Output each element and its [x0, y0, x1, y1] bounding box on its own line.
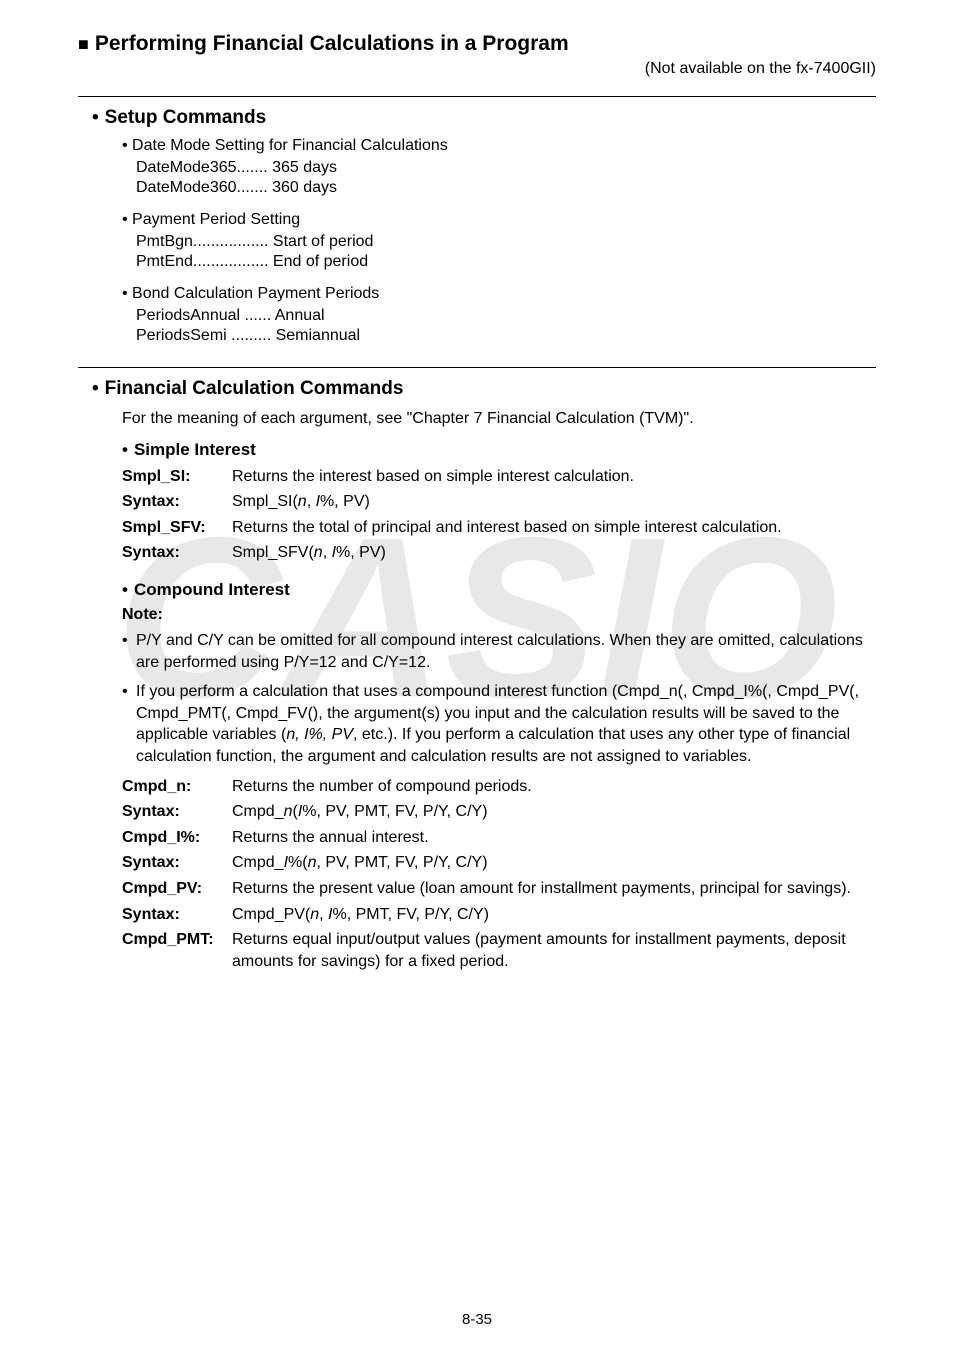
bond-calc-item: PeriodsAnnual ...... Annual — [136, 307, 876, 325]
simple-interest-heading: • Simple Interest — [122, 440, 876, 460]
date-mode-item: DateMode360....... 360 days — [136, 179, 876, 197]
note-bullet: • If you perform a calculation that uses… — [122, 681, 876, 767]
compound-interest-heading: • Compound Interest — [122, 580, 876, 600]
def-row: Cmpd_PMT: Returns equal input/output val… — [122, 929, 876, 972]
setup-commands-heading: • Setup Commands — [92, 107, 876, 129]
def-body: Cmpd_PV(n, I%, PMT, FV, P/Y, C/Y) — [232, 904, 876, 926]
date-mode-item: DateMode365....... 365 days — [136, 159, 876, 177]
def-body: Returns the interest based on simple int… — [232, 466, 876, 488]
fincalc-heading: • Financial Calculation Commands — [92, 378, 876, 400]
def-body: Returns the annual interest. — [232, 827, 876, 849]
def-row: Syntax: Cmpd_PV(n, I%, PMT, FV, P/Y, C/Y… — [122, 904, 876, 926]
def-label: Syntax: — [122, 542, 232, 564]
def-row: Syntax: Cmpd_n(I%, PV, PMT, FV, P/Y, C/Y… — [122, 801, 876, 823]
def-body: Returns equal input/output values (payme… — [232, 929, 876, 972]
def-row: Syntax: Smpl_SFV(n, I%, PV) — [122, 542, 876, 564]
def-body: Returns the number of compound periods. — [232, 776, 876, 798]
note-bullet: • P/Y and C/Y can be omitted for all com… — [122, 630, 876, 673]
def-label: Cmpd_PMT: — [122, 929, 232, 972]
section-heading: ■ Performing Financial Calculations in a… — [78, 32, 876, 56]
def-label: Smpl_SI: — [122, 466, 232, 488]
note-body: P/Y and C/Y can be omitted for all compo… — [136, 630, 876, 673]
def-row: Cmpd_I%: Returns the annual interest. — [122, 827, 876, 849]
fincalc-title: Financial Calculation Commands — [105, 378, 404, 400]
note-label: Note: — [122, 606, 876, 624]
def-label: Syntax: — [122, 801, 232, 823]
def-row: Cmpd_n: Returns the number of compound p… — [122, 776, 876, 798]
compound-interest-title: Compound Interest — [134, 580, 290, 600]
def-row: Cmpd_PV: Returns the present value (loan… — [122, 878, 876, 900]
def-body: Returns the present value (loan amount f… — [232, 878, 876, 900]
bond-calc-item: PeriodsSemi ......... Semiannual — [136, 327, 876, 345]
def-row: Smpl_SI: Returns the interest based on s… — [122, 466, 876, 488]
availability-note: (Not available on the fx-7400GII) — [78, 60, 876, 78]
section-title: Performing Financial Calculations in a P… — [95, 32, 569, 56]
def-label: Syntax: — [122, 852, 232, 874]
def-body: Smpl_SI(n, I%, PV) — [232, 491, 876, 513]
def-label: Cmpd_PV: — [122, 878, 232, 900]
divider — [78, 367, 876, 368]
def-body: Smpl_SFV(n, I%, PV) — [232, 542, 876, 564]
def-label: Syntax: — [122, 491, 232, 513]
def-label: Syntax: — [122, 904, 232, 926]
page-number: 8-35 — [0, 1311, 954, 1328]
divider — [78, 96, 876, 97]
def-label: Cmpd_I%: — [122, 827, 232, 849]
date-mode-heading: • Date Mode Setting for Financial Calcul… — [122, 137, 876, 155]
payment-period-item: PmtEnd................. End of period — [136, 253, 876, 271]
def-row: Syntax: Smpl_SI(n, I%, PV) — [122, 491, 876, 513]
def-row: Syntax: Cmpd_I%(n, PV, PMT, FV, P/Y, C/Y… — [122, 852, 876, 874]
note-body: If you perform a calculation that uses a… — [136, 681, 876, 767]
setup-commands-title: Setup Commands — [105, 107, 267, 129]
def-body: Returns the total of principal and inter… — [232, 517, 876, 539]
simple-interest-title: Simple Interest — [134, 440, 256, 460]
payment-period-item: PmtBgn................. Start of period — [136, 233, 876, 251]
def-body: Cmpd_I%(n, PV, PMT, FV, P/Y, C/Y) — [232, 852, 876, 874]
def-body: Cmpd_n(I%, PV, PMT, FV, P/Y, C/Y) — [232, 801, 876, 823]
def-label: Cmpd_n: — [122, 776, 232, 798]
bond-calc-heading: • Bond Calculation Payment Periods — [122, 285, 876, 303]
payment-period-heading: • Payment Period Setting — [122, 211, 876, 229]
def-row: Smpl_SFV: Returns the total of principal… — [122, 517, 876, 539]
black-square-icon: ■ — [78, 35, 89, 53]
def-label: Smpl_SFV: — [122, 517, 232, 539]
fincalc-intro: For the meaning of each argument, see "C… — [122, 408, 876, 430]
